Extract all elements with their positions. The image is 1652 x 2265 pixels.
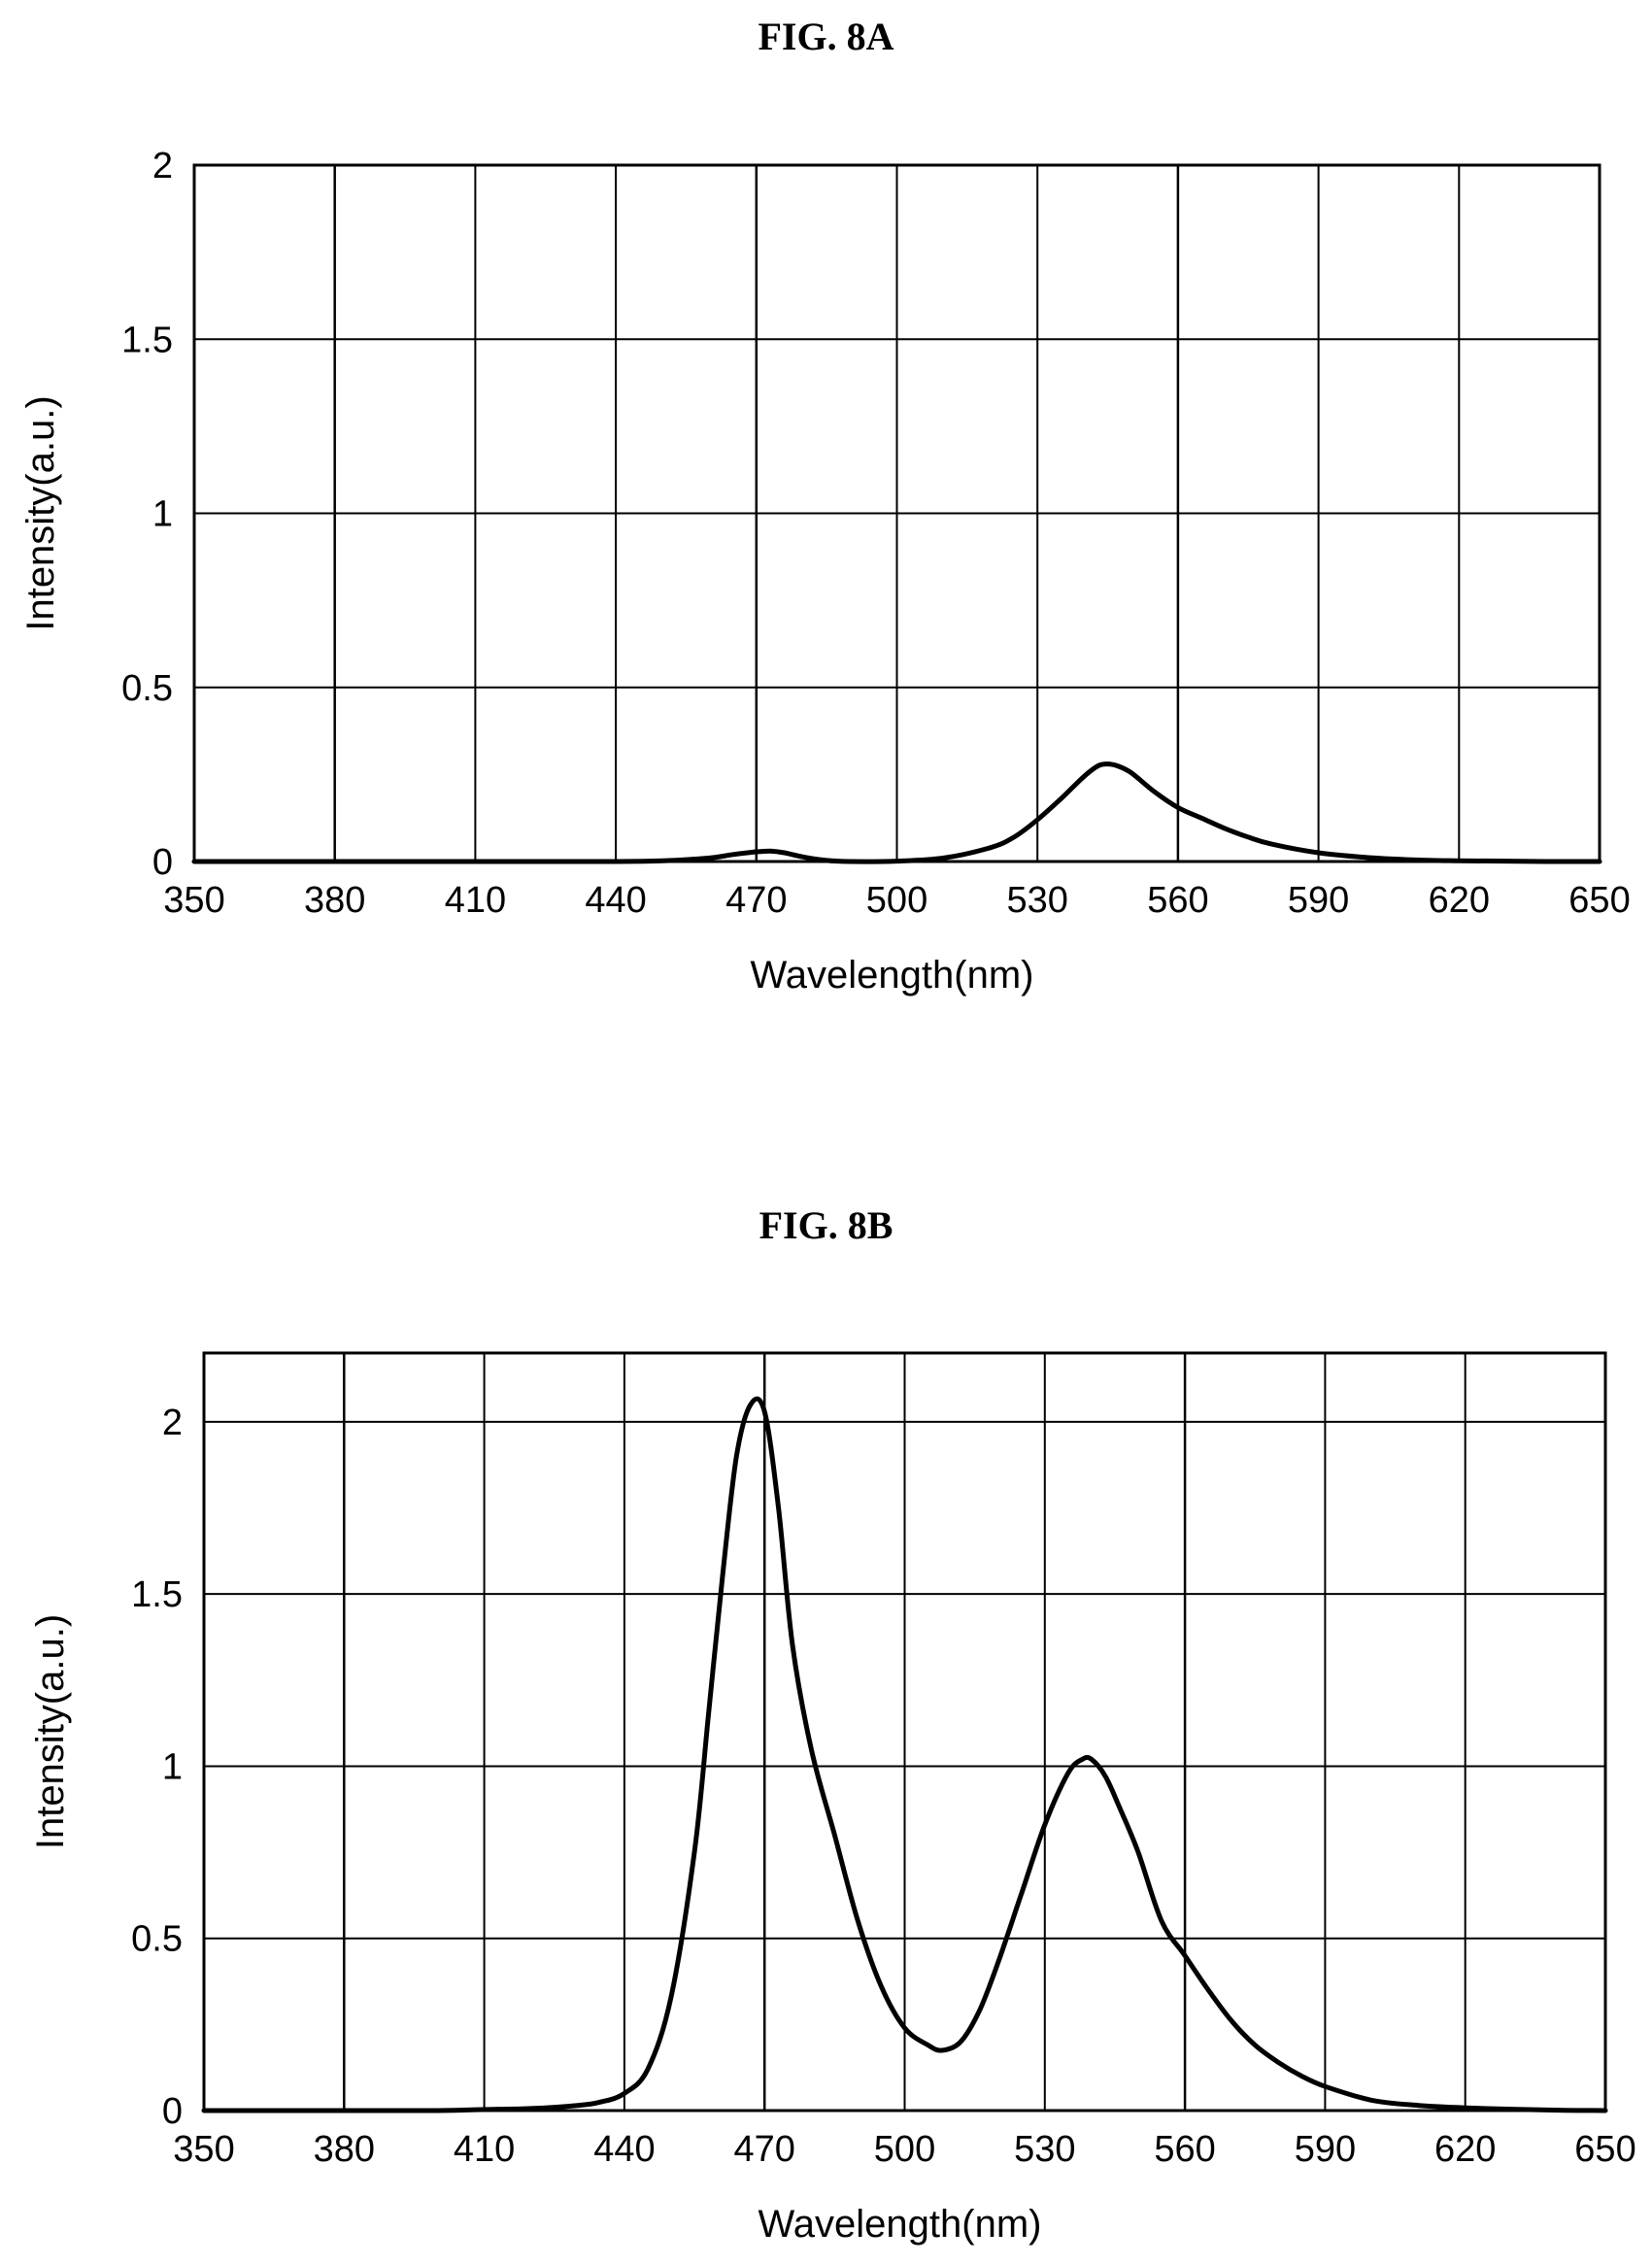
- y-tick-label: 0.5: [131, 1919, 183, 1960]
- x-tick-label: 560: [1154, 2129, 1215, 2170]
- x-tick-label: 410: [454, 2129, 515, 2170]
- x-tick-label: 650: [1574, 2129, 1635, 2170]
- x-tick-label: 530: [1006, 880, 1067, 921]
- y-tick-label: 1: [162, 1746, 183, 1787]
- y-axis-label: Intensity(a.u.): [29, 1614, 72, 1849]
- x-tick-label: 620: [1429, 880, 1490, 921]
- x-tick-label: 350: [163, 880, 224, 921]
- y-tick-label: 1.5: [121, 320, 173, 360]
- y-tick-label: 2: [162, 1403, 183, 1443]
- x-tick-label: 380: [314, 2129, 375, 2170]
- x-tick-label: 350: [173, 2129, 234, 2170]
- x-tick-label: 410: [445, 880, 506, 921]
- plot-frame: [202, 1351, 1607, 2113]
- spectrum-chart-a: 350 380 410 440 470 500 530 560 590 620 650 0 0.5 1 1.…: [19, 146, 1631, 997]
- x-axis-label: Wavelength(nm): [751, 954, 1034, 997]
- x-axis-label: Wavelength(nm): [759, 2203, 1042, 2246]
- figure-title-b: FIG. 8B: [759, 1203, 893, 1247]
- x-tick-label: 440: [593, 2129, 655, 2170]
- x-tick-label: 500: [866, 880, 927, 921]
- x-tick-label: 500: [874, 2129, 935, 2170]
- x-tick-label: 590: [1295, 2129, 1356, 2170]
- x-tick-label: 470: [733, 2129, 794, 2170]
- spectrum-series-line: [201, 1396, 1608, 2113]
- y-tick-label: 2: [152, 146, 173, 186]
- x-tick-label: 380: [304, 880, 365, 921]
- x-tick-label: 440: [585, 880, 646, 921]
- figure-title-a: FIG. 8A: [758, 15, 894, 58]
- y-tick-label: 1: [152, 494, 173, 535]
- y-tick-label: 0.5: [121, 668, 173, 709]
- y-tick-label: 1.5: [131, 1574, 183, 1615]
- y-tick-label: 0: [152, 842, 173, 883]
- x-tick-label: 470: [725, 880, 787, 921]
- x-tick-label: 530: [1014, 2129, 1075, 2170]
- y-tick-label: 0: [162, 2091, 183, 2132]
- y-axis-label: Intensity(a.u.): [19, 395, 62, 630]
- spectrum-series-line: [191, 761, 1602, 864]
- x-tick-label: 620: [1434, 2129, 1496, 2170]
- x-tick-label: 590: [1288, 880, 1349, 921]
- x-tick-label: 650: [1568, 880, 1630, 921]
- x-tick-label: 560: [1147, 880, 1208, 921]
